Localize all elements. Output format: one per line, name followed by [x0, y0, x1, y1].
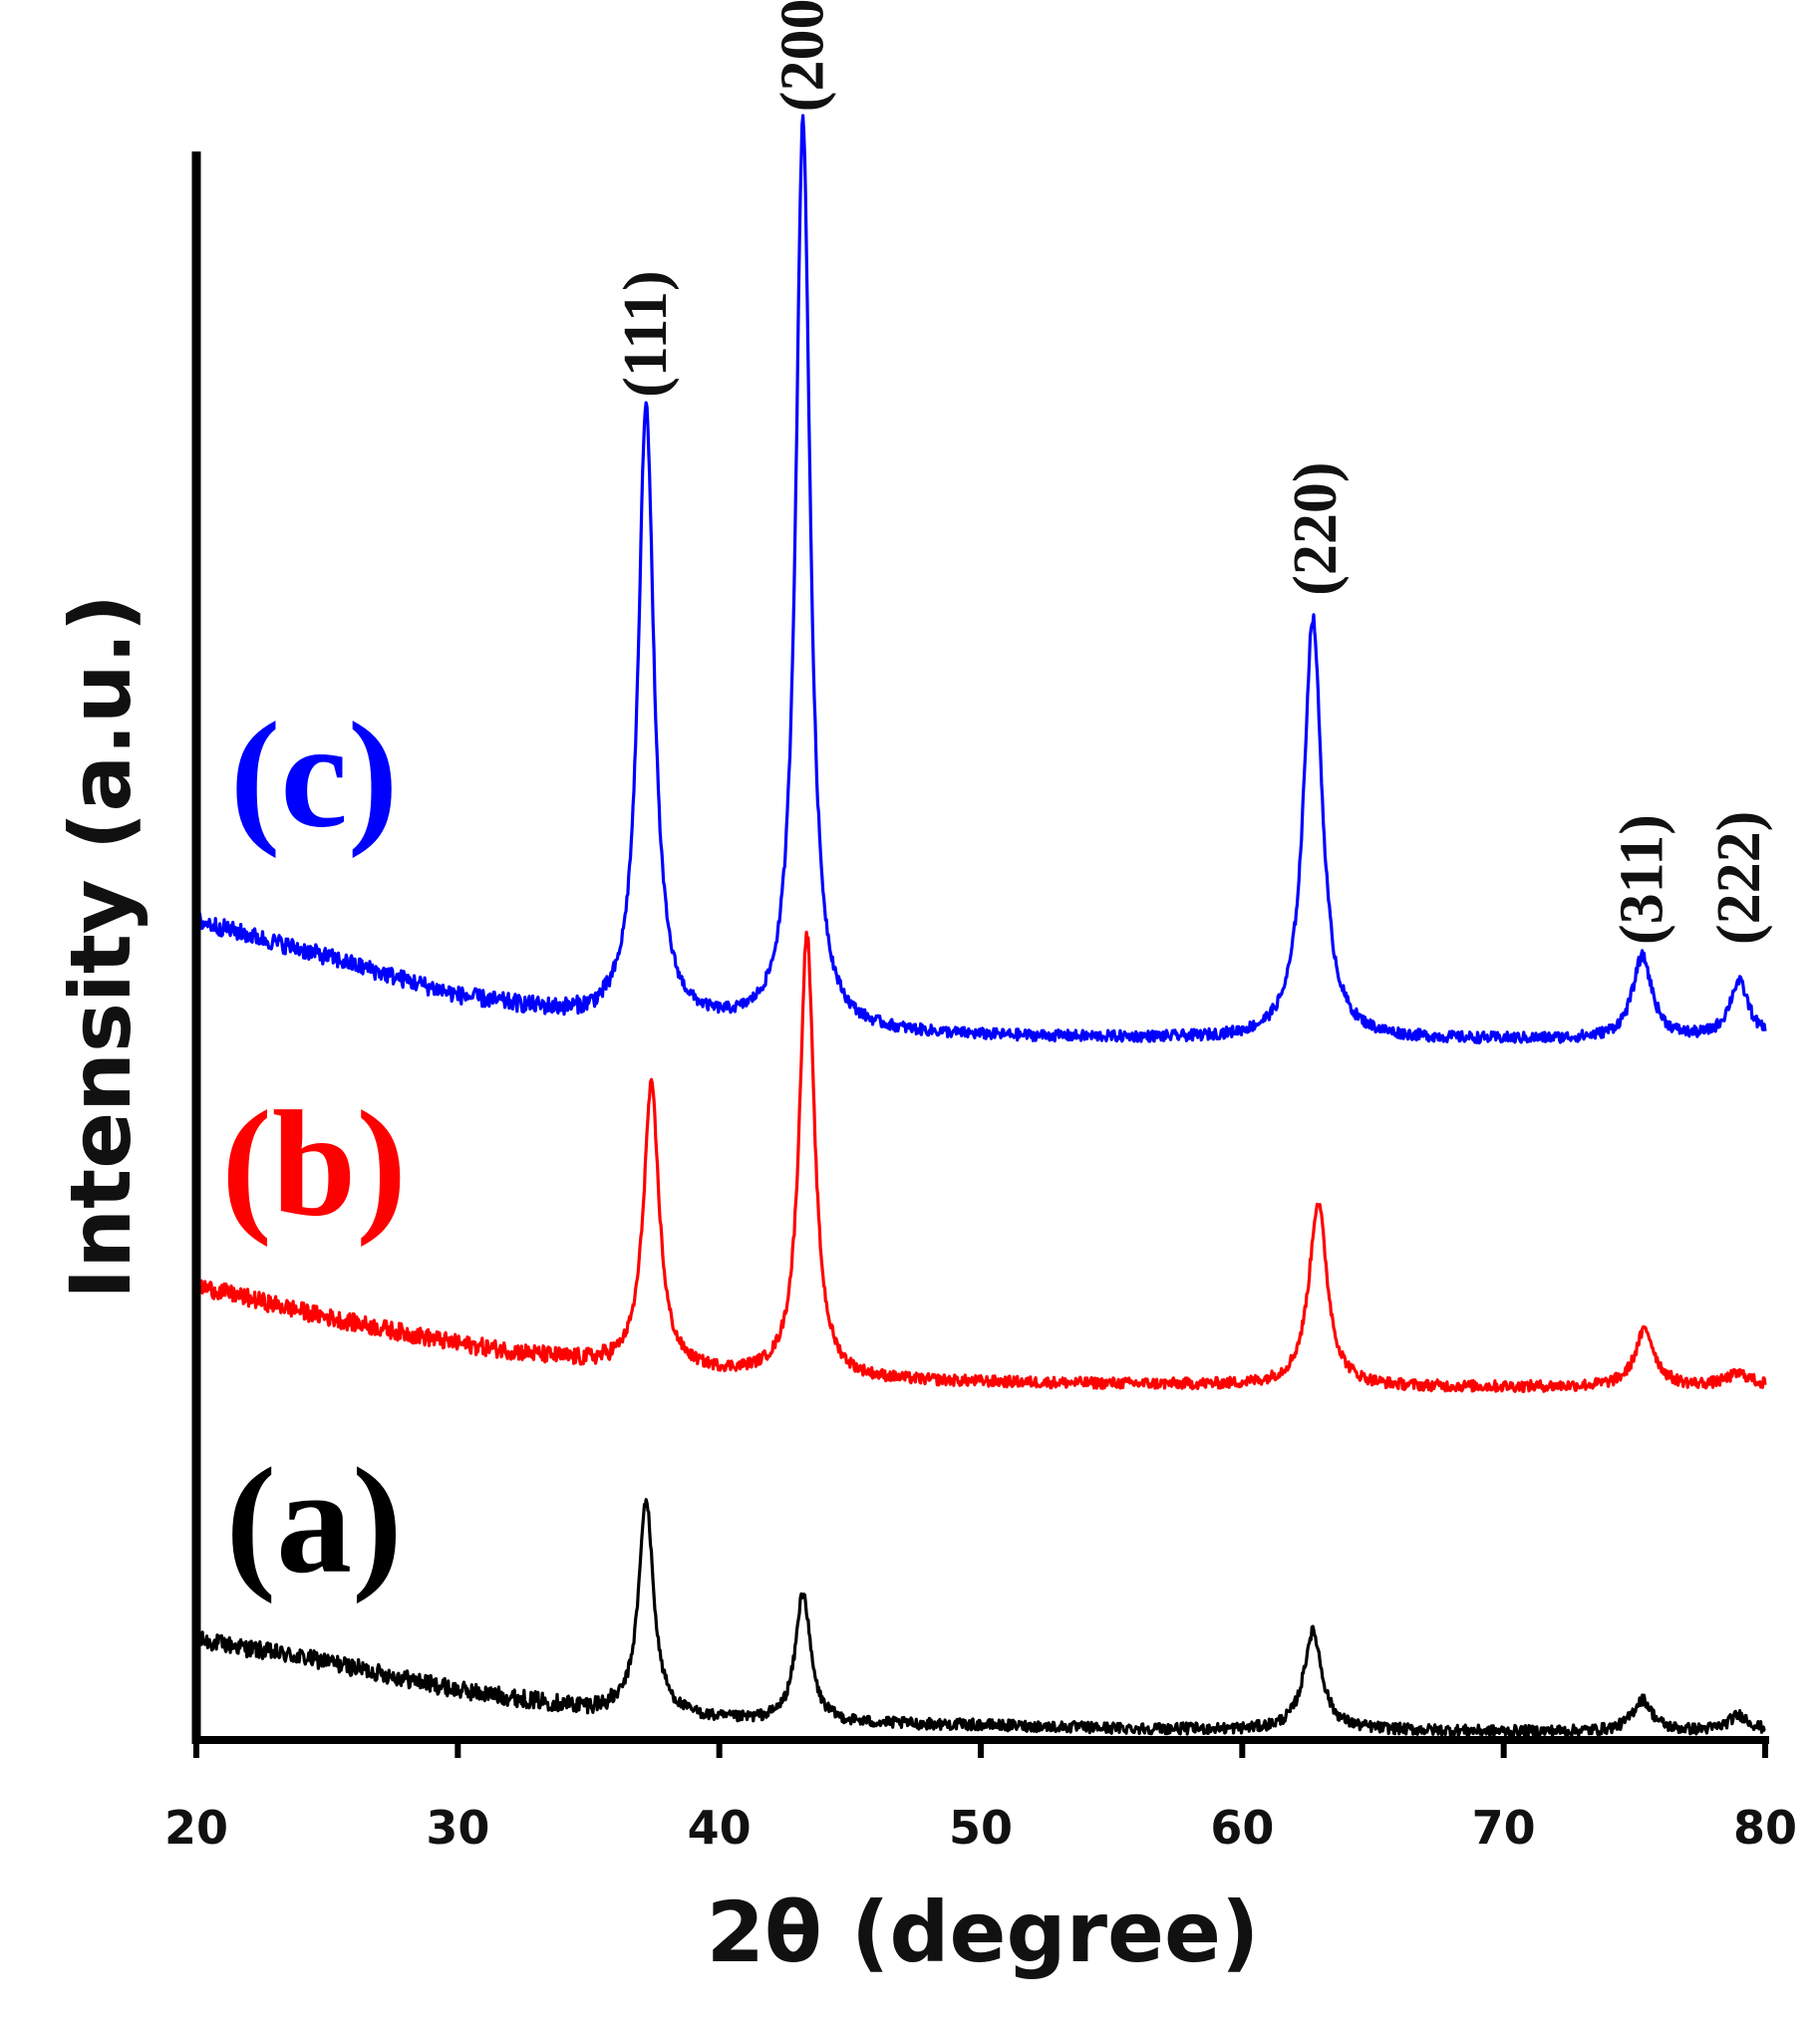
series-line — [195, 114, 1767, 1045]
peak-label: (311) — [1609, 814, 1676, 945]
series-layer — [194, 114, 1767, 1738]
series-line — [194, 930, 1767, 1393]
annotation-layer: (111) (200) (220) (311) (222) — [612, 0, 1773, 945]
x-tick-label: 30 — [426, 1801, 489, 1855]
x-tick-label: 70 — [1472, 1801, 1536, 1855]
series-label: (b) — [221, 1080, 407, 1248]
peak-label: (111) — [612, 270, 680, 397]
peak-label: (200) — [769, 0, 837, 112]
x-tick-label: 80 — [1733, 1801, 1797, 1855]
peak-label: (222) — [1705, 811, 1773, 945]
x-tick-label: 40 — [688, 1801, 752, 1855]
x-tick-label: 60 — [1210, 1801, 1274, 1855]
series-label: (c) — [230, 692, 399, 859]
x-tick-label: 50 — [949, 1801, 1013, 1855]
x-ticks — [193, 1740, 1768, 1758]
peak-label: (220) — [1282, 462, 1350, 596]
series-label: (a) — [225, 1437, 402, 1604]
x-axis-title: 2θ (degree) — [707, 1884, 1260, 1981]
x-tick-labels: 20 30 40 50 60 70 80 — [164, 1801, 1797, 1855]
x-tick-label: 20 — [164, 1801, 228, 1855]
series-label-layer: (a) (b) (c) — [221, 692, 407, 1604]
series-line — [194, 1498, 1766, 1738]
y-axis-title: Intensity (a.u.) — [52, 594, 150, 1300]
